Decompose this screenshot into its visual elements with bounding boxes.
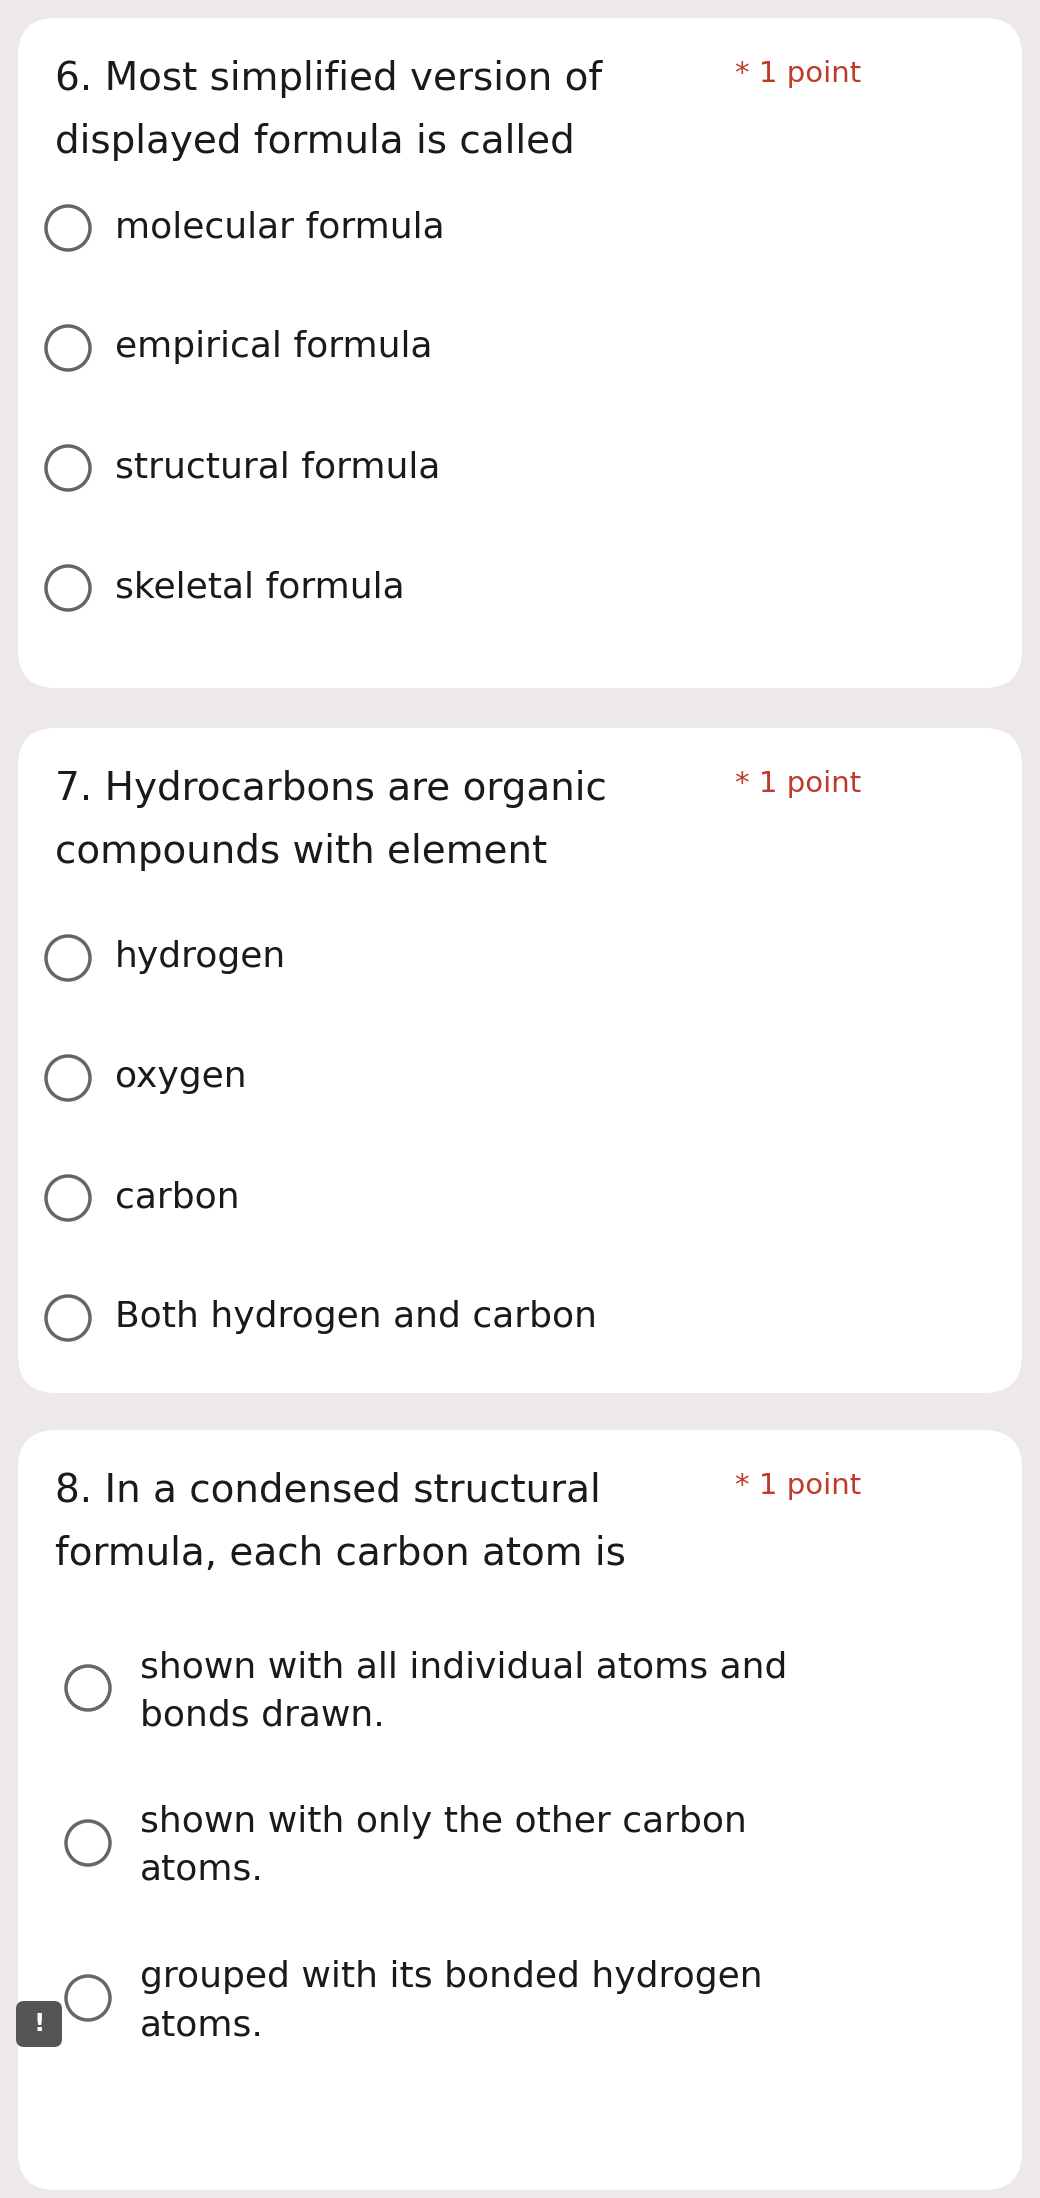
Text: atoms.: atoms.	[140, 2009, 264, 2042]
FancyBboxPatch shape	[18, 728, 1022, 1394]
Text: displayed formula is called: displayed formula is called	[55, 123, 575, 160]
FancyBboxPatch shape	[18, 18, 1022, 688]
Text: carbon: carbon	[115, 1180, 239, 1213]
Text: * 1 point: * 1 point	[735, 59, 861, 88]
Text: hydrogen: hydrogen	[115, 941, 286, 974]
Text: formula, each carbon atom is: formula, each carbon atom is	[55, 1534, 626, 1574]
Text: grouped with its bonded hydrogen: grouped with its bonded hydrogen	[140, 1961, 762, 1994]
Text: atoms.: atoms.	[140, 1853, 264, 1888]
Text: shown with all individual atoms and: shown with all individual atoms and	[140, 1651, 787, 1684]
FancyBboxPatch shape	[18, 1431, 1022, 2189]
Text: empirical formula: empirical formula	[115, 330, 433, 365]
Text: shown with only the other carbon: shown with only the other carbon	[140, 1805, 747, 1840]
Text: Both hydrogen and carbon: Both hydrogen and carbon	[115, 1299, 597, 1334]
Text: molecular formula: molecular formula	[115, 211, 445, 244]
Text: 6. Most simplified version of: 6. Most simplified version of	[55, 59, 602, 99]
Text: 7. Hydrocarbons are organic: 7. Hydrocarbons are organic	[55, 769, 607, 809]
Text: oxygen: oxygen	[115, 1059, 246, 1095]
Text: 8. In a condensed structural: 8. In a condensed structural	[55, 1473, 601, 1510]
Text: skeletal formula: skeletal formula	[115, 569, 405, 604]
Text: * 1 point: * 1 point	[735, 769, 861, 798]
Text: structural formula: structural formula	[115, 451, 440, 484]
FancyBboxPatch shape	[16, 2000, 62, 2046]
Text: * 1 point: * 1 point	[735, 1473, 861, 1499]
Text: compounds with element: compounds with element	[55, 833, 547, 870]
Text: bonds drawn.: bonds drawn.	[140, 1699, 385, 1732]
Text: !: !	[33, 2011, 45, 2035]
